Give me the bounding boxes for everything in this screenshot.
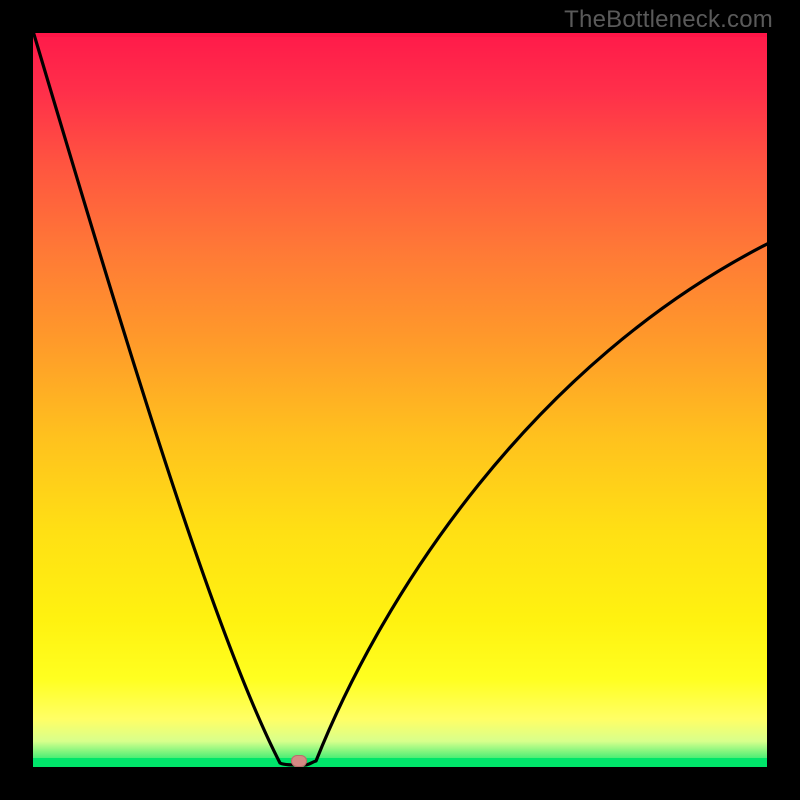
plot-area bbox=[33, 33, 767, 767]
bottleneck-curve bbox=[33, 33, 767, 767]
watermark-text: TheBottleneck.com bbox=[564, 6, 773, 34]
chart-frame bbox=[33, 33, 767, 767]
curve-path bbox=[33, 33, 767, 765]
chart-stage: TheBottleneck.com bbox=[0, 0, 800, 800]
optimum-marker bbox=[291, 755, 307, 767]
